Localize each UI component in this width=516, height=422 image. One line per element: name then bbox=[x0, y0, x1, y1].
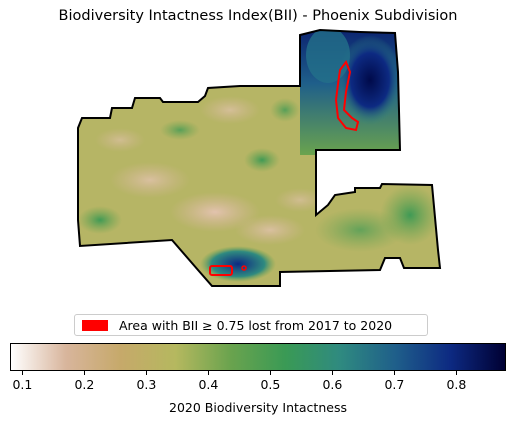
colorbar-tick bbox=[455, 371, 457, 375]
legend-label: Area with BII ≥ 0.75 lost from 2017 to 2… bbox=[119, 317, 393, 333]
colorbar-tick bbox=[21, 371, 23, 375]
colorbar-tick-label: 0.7 bbox=[384, 377, 405, 392]
colorbar-tick bbox=[393, 371, 395, 375]
colorbar-tick bbox=[83, 371, 85, 375]
colorbar-tick bbox=[145, 371, 147, 375]
colorbar-tick-label: 0.3 bbox=[136, 377, 157, 392]
colorbar bbox=[10, 343, 506, 371]
map-title: Biodiversity Intactness Index(BII) - Pho… bbox=[58, 8, 458, 24]
bii-map bbox=[77, 29, 441, 287]
colorbar-tick-label: 0.1 bbox=[12, 377, 33, 392]
colorbar-tick-label: 0.8 bbox=[446, 377, 467, 392]
colorbar-tick bbox=[269, 371, 271, 375]
loss-area-north bbox=[334, 59, 360, 132]
colorbar-tick-label: 0.2 bbox=[74, 377, 95, 392]
map-legend: Area with BII ≥ 0.75 lost from 2017 to 2… bbox=[74, 314, 428, 336]
colorbar-label: 2020 Biodiversity Intactness bbox=[169, 400, 347, 415]
colorbar-tick-label: 0.5 bbox=[260, 377, 281, 392]
colorbar-tick-label: 0.4 bbox=[198, 377, 219, 392]
legend-swatch-loss bbox=[82, 319, 108, 331]
colorbar-tick bbox=[207, 371, 209, 375]
colorbar-tick bbox=[331, 371, 333, 375]
colorbar-tick-label: 0.6 bbox=[322, 377, 343, 392]
loss-area-south bbox=[209, 265, 233, 276]
bii-raster bbox=[78, 30, 440, 286]
